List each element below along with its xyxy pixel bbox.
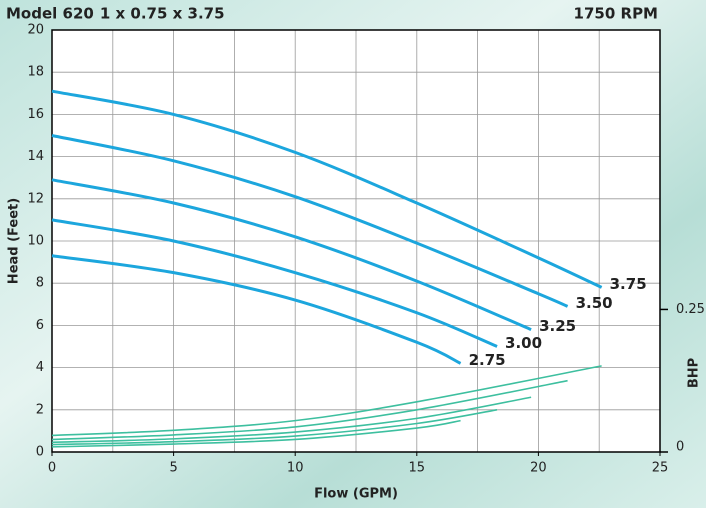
curve: [51, 409, 498, 446]
curve-label: 3.25: [539, 317, 576, 335]
curve: [51, 178, 532, 332]
curve-label: 3.00: [505, 334, 542, 352]
chart-subtitle: 1 x 0.75 x 3.75: [100, 5, 225, 23]
y-tick-label: 18: [27, 65, 44, 80]
curve-label: 2.75: [469, 351, 506, 369]
x-tick-label: 15: [409, 461, 426, 476]
curve-label: 3.50: [576, 294, 613, 312]
speed-label: 1750 RPM: [574, 5, 658, 23]
y-tick-label: 0: [36, 445, 44, 460]
y-axis-label: Head (Feet): [7, 198, 22, 284]
x-tick-label: 0: [48, 461, 56, 476]
curve: [51, 396, 532, 444]
x-tick-label: 10: [287, 461, 304, 476]
curve: [51, 89, 603, 289]
y-tick-label: 6: [36, 318, 44, 333]
curve: [51, 365, 602, 437]
y-tick-label: 20: [27, 23, 44, 38]
y-tick-label: 8: [36, 276, 44, 291]
y2-tick-label: 0.25: [676, 302, 705, 317]
chart-title: Model 620: [6, 5, 94, 23]
y-tick-label: 4: [36, 360, 44, 375]
y-tick-label: 2: [36, 402, 44, 417]
curve: [51, 419, 461, 448]
y-tick-label: 14: [27, 149, 44, 164]
y-tick-label: 10: [27, 234, 44, 249]
curve: [51, 379, 568, 441]
y2-axis-label: BHP: [687, 358, 702, 388]
x-tick-label: 20: [530, 461, 547, 476]
x-tick-label: 25: [652, 461, 669, 476]
y2-tick-label: 0: [676, 440, 684, 455]
curve: [51, 134, 569, 308]
curve: [51, 254, 462, 365]
curve: [51, 218, 498, 348]
x-axis-label: Flow (GPM): [314, 487, 398, 502]
curve-label: 3.75: [610, 275, 647, 293]
y-tick-label: 16: [27, 107, 44, 122]
x-tick-label: 5: [169, 461, 177, 476]
y-tick-label: 12: [27, 191, 44, 206]
plot-border: [51, 29, 661, 453]
